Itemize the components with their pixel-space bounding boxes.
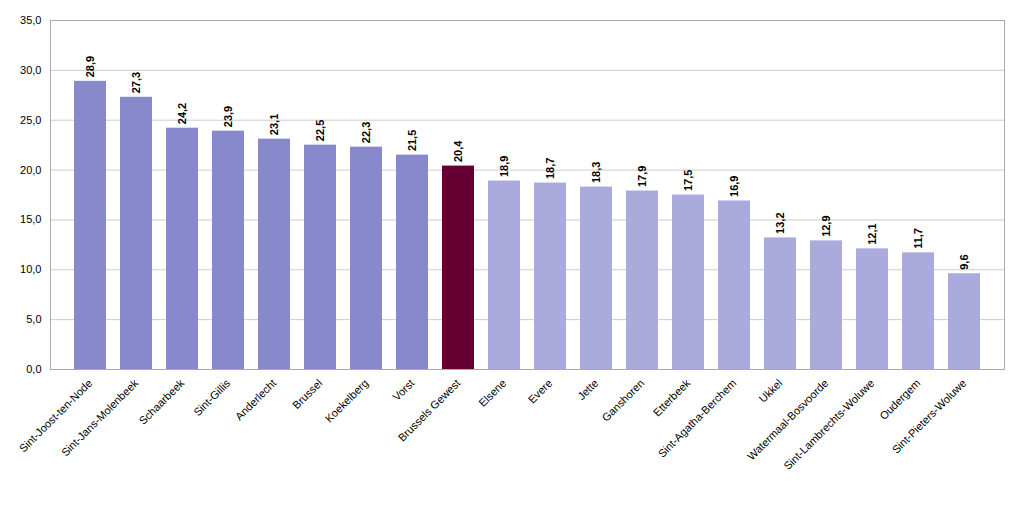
svg-text:Evere: Evere bbox=[526, 377, 555, 406]
svg-text:16,9: 16,9 bbox=[728, 176, 740, 197]
svg-text:Sint-Pieters-Woluwe: Sint-Pieters-Woluwe bbox=[890, 377, 969, 456]
svg-text:18,9: 18,9 bbox=[498, 156, 510, 177]
svg-text:22,5: 22,5 bbox=[314, 120, 326, 141]
svg-text:35,0: 35,0 bbox=[20, 14, 41, 26]
svg-text:Sint-Agatha-Berchem: Sint-Agatha-Berchem bbox=[656, 377, 739, 460]
svg-text:25,0: 25,0 bbox=[20, 114, 41, 126]
svg-text:24,2: 24,2 bbox=[176, 103, 188, 124]
svg-text:28,9: 28,9 bbox=[84, 56, 96, 77]
svg-text:Brussel: Brussel bbox=[290, 377, 324, 411]
svg-text:11,7: 11,7 bbox=[912, 228, 924, 249]
svg-text:Anderlecht: Anderlecht bbox=[233, 377, 279, 423]
svg-text:Ganshoren: Ganshoren bbox=[599, 377, 646, 424]
svg-text:Sint-Joost-ten-Node: Sint-Joost-ten-Node bbox=[16, 376, 95, 455]
svg-text:20,4: 20,4 bbox=[452, 140, 464, 162]
svg-text:Sint-Jans-Molenbeek: Sint-Jans-Molenbeek bbox=[59, 376, 141, 458]
svg-text:0,0: 0,0 bbox=[26, 363, 41, 375]
svg-text:Koekelberg: Koekelberg bbox=[323, 377, 371, 425]
svg-text:20,0: 20,0 bbox=[20, 164, 41, 176]
svg-text:18,3: 18,3 bbox=[590, 162, 602, 183]
svg-text:17,9: 17,9 bbox=[636, 166, 648, 187]
svg-text:12,9: 12,9 bbox=[820, 215, 832, 236]
svg-text:23,1: 23,1 bbox=[268, 114, 280, 135]
svg-text:Schaarbeek: Schaarbeek bbox=[136, 376, 186, 426]
svg-text:12,1: 12,1 bbox=[866, 223, 878, 244]
svg-text:Vorst: Vorst bbox=[390, 377, 416, 403]
svg-text:10,0: 10,0 bbox=[20, 263, 41, 275]
svg-text:23,9: 23,9 bbox=[222, 106, 234, 127]
svg-text:Ukkel: Ukkel bbox=[756, 377, 784, 405]
svg-text:Elsene: Elsene bbox=[476, 377, 508, 409]
svg-text:15,0: 15,0 bbox=[20, 213, 41, 225]
svg-text:22,3: 22,3 bbox=[360, 122, 372, 143]
svg-text:18,7: 18,7 bbox=[544, 158, 556, 179]
svg-text:21,5: 21,5 bbox=[406, 130, 418, 151]
svg-text:30,0: 30,0 bbox=[20, 64, 41, 76]
svg-text:9,6: 9,6 bbox=[958, 254, 970, 269]
svg-text:Sint-Lambrechts-Woluwe: Sint-Lambrechts-Woluwe bbox=[781, 377, 876, 472]
svg-text:Sint-Gillis: Sint-Gillis bbox=[191, 376, 233, 418]
svg-text:Etterbeek: Etterbeek bbox=[651, 376, 693, 418]
svg-text:5,0: 5,0 bbox=[26, 313, 41, 325]
svg-text:27,3: 27,3 bbox=[130, 72, 142, 93]
svg-text:Jette: Jette bbox=[575, 377, 600, 402]
svg-text:Oudergem: Oudergem bbox=[877, 377, 922, 422]
svg-text:Watermaal-Bosvoorde: Watermaal-Bosvoorde bbox=[745, 377, 831, 463]
svg-text:17,5: 17,5 bbox=[682, 170, 694, 191]
svg-text:13,2: 13,2 bbox=[774, 212, 786, 233]
svg-text:Brussels Gewest: Brussels Gewest bbox=[396, 377, 463, 444]
